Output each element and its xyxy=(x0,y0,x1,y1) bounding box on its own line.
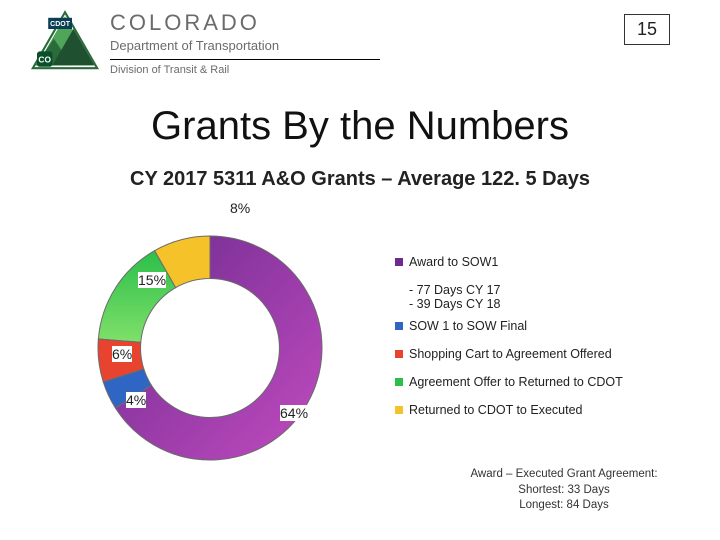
legend-item: Shopping Cart to Agreement Offered xyxy=(395,347,695,361)
legend-bullet-icon xyxy=(395,406,403,414)
footnote: Award – Executed Grant Agreement: Shorte… xyxy=(434,467,694,514)
brand-dept: Department of Transportation xyxy=(110,38,380,53)
slide-number: 15 xyxy=(624,14,670,45)
legend-label: Award to SOW1 xyxy=(409,255,498,269)
legend-item: Agreement Offer to Returned to CDOT xyxy=(395,375,695,389)
legend: Award to SOW1 - 77 Days CY 17- 39 Days CY… xyxy=(395,255,695,431)
svg-text:CO: CO xyxy=(38,55,51,65)
cdot-logo-icon: CDOT CO xyxy=(30,8,100,78)
legend-bullet-icon xyxy=(395,378,403,386)
legend-subline: - 77 Days CY 17 xyxy=(409,283,695,297)
slice-pct-label: 64% xyxy=(280,405,308,421)
brand-divider xyxy=(110,59,380,60)
legend-label: SOW 1 to SOW Final xyxy=(409,319,527,333)
brand-text: COLORADO Department of Transportation Di… xyxy=(110,8,380,76)
donut-chart: 8% 15% 6% 4% 64% xyxy=(80,200,360,500)
legend-bullet-icon xyxy=(395,258,403,266)
slice-pct-label: 4% xyxy=(126,392,146,408)
legend-bullet-icon xyxy=(395,322,403,330)
legend-bullet-icon xyxy=(395,350,403,358)
legend-label: Agreement Offer to Returned to CDOT xyxy=(409,375,623,389)
slice-pct-label: 15% xyxy=(138,272,166,288)
slice-pct-label: 8% xyxy=(230,200,250,216)
footnote-line1: Award – Executed Grant Agreement: xyxy=(434,467,694,483)
legend-label: Returned to CDOT to Executed xyxy=(409,403,582,417)
brand-name: COLORADO xyxy=(110,10,380,36)
legend-item: Returned to CDOT to Executed xyxy=(395,403,695,417)
legend-item: Award to SOW1 xyxy=(395,255,695,269)
footnote-line3: Longest: 84 Days xyxy=(434,498,694,514)
legend-subline: - 39 Days CY 18 xyxy=(409,297,695,311)
page-subtitle: CY 2017 5311 A&O Grants – Average 122. 5… xyxy=(0,168,720,191)
brand-block: CDOT CO COLORADO Department of Transport… xyxy=(30,8,690,78)
legend-label: Shopping Cart to Agreement Offered xyxy=(409,347,612,361)
svg-text:CDOT: CDOT xyxy=(50,21,71,28)
footnote-line2: Shortest: 33 Days xyxy=(434,483,694,499)
brand-division: Division of Transit & Rail xyxy=(110,64,380,76)
slice-pct-label: 6% xyxy=(112,346,132,362)
slide-header: CDOT CO COLORADO Department of Transport… xyxy=(30,8,690,96)
page-title: Grants By the Numbers xyxy=(0,104,720,149)
legend-item: SOW 1 to SOW Final xyxy=(395,319,695,333)
